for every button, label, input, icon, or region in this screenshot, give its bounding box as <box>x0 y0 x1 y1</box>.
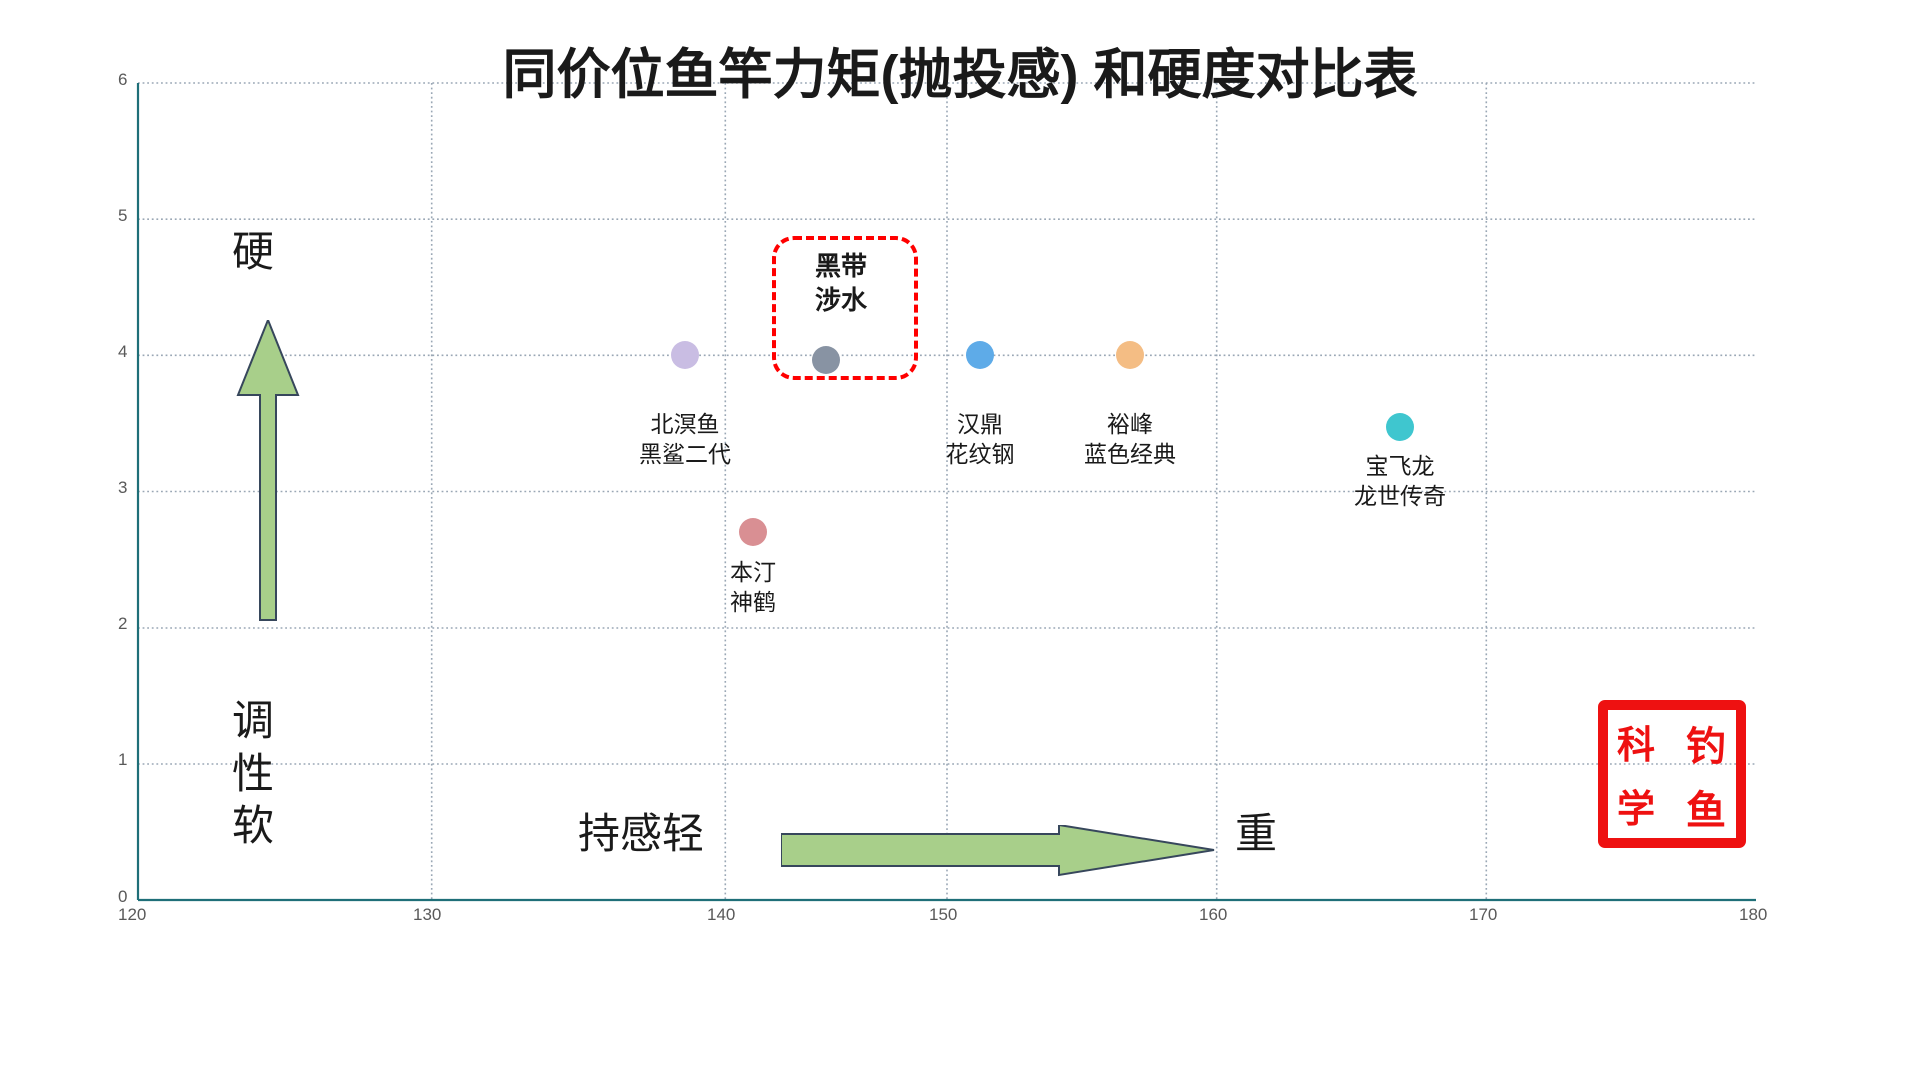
svg-text:鱼: 鱼 <box>1686 789 1726 833</box>
svg-text:学: 学 <box>1617 788 1655 831</box>
svg-text:科: 科 <box>1617 725 1655 767</box>
svg-text:钓: 钓 <box>1686 725 1726 769</box>
